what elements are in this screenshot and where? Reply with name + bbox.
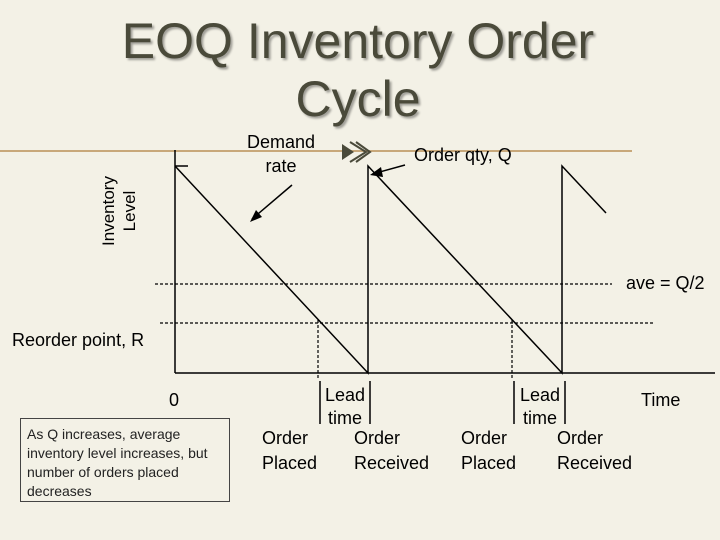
y-axis-label: Inventory Level [98, 146, 140, 276]
lead-time-2-label-line-2: time [522, 408, 557, 428]
demand-rate-label-line-1: Demand [246, 132, 316, 152]
order-qty-label: Order qty, Q [414, 145, 512, 165]
order-qty-arrowhead [370, 167, 383, 177]
lead-time-2-label: Lead time [510, 384, 570, 430]
time-axis-label: Time [641, 390, 681, 410]
inventory-sawtooth [174, 164, 607, 375]
order-placed-1-line-2: Placed [262, 453, 318, 473]
demand-rate-arrowhead [250, 210, 262, 222]
order-placed-2-line-2: Placed [461, 453, 517, 473]
order-placed-1-line-1: Order [262, 428, 309, 448]
reorder-point-label: Reorder point, R [12, 330, 145, 350]
order-received-1-label: Order Received [354, 426, 429, 476]
y-axis-label-line-2: Level [120, 190, 139, 232]
origin-label: 0 [169, 390, 180, 410]
average-label: ave = Q/2 [626, 273, 705, 293]
bullet-icon [340, 138, 372, 166]
page-title-line-2: Cycle [295, 71, 421, 127]
demand-rate-label-line-2: rate [265, 156, 297, 176]
page-title-line-1: EOQ Inventory Order [121, 13, 595, 69]
order-placed-1-label: Order Placed [262, 426, 317, 476]
order-received-2-line-2: Received [557, 453, 633, 473]
lead-time-1-label-line-2: time [327, 408, 362, 428]
order-received-1-line-2: Received [354, 453, 430, 473]
order-placed-2-line-1: Order [461, 428, 508, 448]
demand-rate-label: Demand rate [236, 130, 326, 178]
order-received-2-label: Order Received [557, 426, 632, 476]
order-received-1-line-1: Order [354, 428, 401, 448]
note-box: As Q increases, average inventory level … [20, 418, 230, 502]
y-axis-label-line-1: Inventory [99, 176, 118, 246]
order-placed-2-label: Order Placed [461, 426, 516, 476]
lead-time-1-label: Lead time [315, 384, 375, 430]
lead-time-2-label-line-1: Lead [519, 385, 561, 405]
lead-time-1-label-line-1: Lead [324, 385, 366, 405]
order-received-2-line-1: Order [557, 428, 604, 448]
